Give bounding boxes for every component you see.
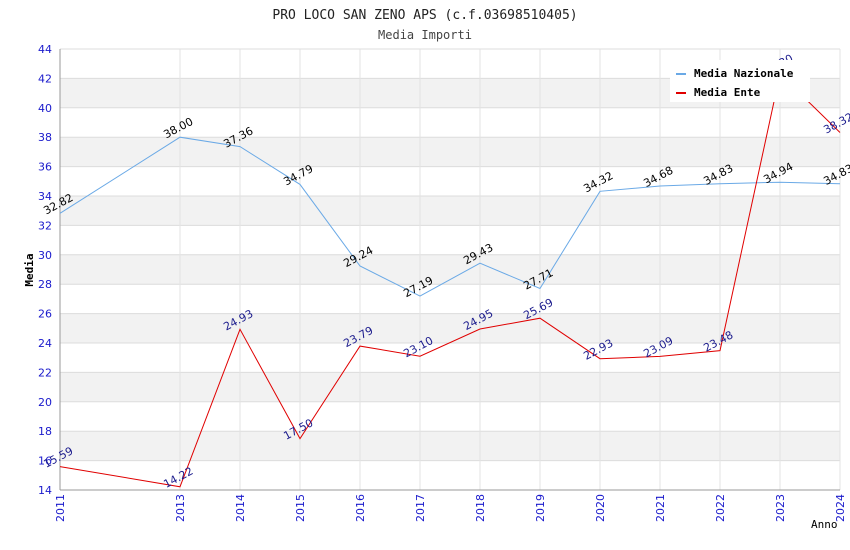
grid-band xyxy=(60,372,840,402)
x-tick-label: 2013 xyxy=(174,494,187,522)
x-axis-ticks: 2011 2013 2014 2015 2016 2017 2018 2019 2020 2021… xyxy=(54,494,847,522)
x-tick-label: 2011 xyxy=(54,494,67,522)
y-tick-label: 28 xyxy=(38,278,52,291)
x-tick-label: 2021 xyxy=(654,494,667,522)
data-label: 38.32 xyxy=(821,110,850,136)
y-tick-label: 22 xyxy=(38,366,52,379)
data-label: 34.32 xyxy=(581,169,615,195)
chart-subtitle: Media Importi xyxy=(378,28,472,42)
grid-band xyxy=(60,431,840,461)
y-axis-ticks: 14 16 18 20 22 24 26 28 30 32 34 36 38 40 42 44 xyxy=(38,43,52,497)
y-tick-label: 42 xyxy=(38,72,52,85)
x-tick-label: 2014 xyxy=(234,494,247,522)
x-tick-label: 2017 xyxy=(414,494,427,522)
axes xyxy=(59,49,840,491)
x-tick-label: 2022 xyxy=(714,494,727,522)
data-label: 15.59 xyxy=(41,444,75,470)
series-line-media-nazionale xyxy=(59,136,841,297)
x-tick-label: 2015 xyxy=(294,494,307,522)
y-tick-label: 32 xyxy=(38,219,52,232)
grid-band xyxy=(60,137,840,167)
y-tick-label: 14 xyxy=(38,484,52,497)
y-tick-label: 26 xyxy=(38,308,52,321)
x-axis-label: Anno xyxy=(811,518,838,531)
chart-title: PRO LOCO SAN ZENO APS (c.f.03698510405) xyxy=(272,8,577,23)
y-tick-label: 34 xyxy=(38,190,52,203)
y-tick-label: 36 xyxy=(38,161,52,174)
x-tick-label: 2016 xyxy=(354,494,367,522)
grid-band xyxy=(60,196,840,226)
x-tick-label: 2020 xyxy=(594,494,607,522)
y-tick-label: 44 xyxy=(38,43,52,56)
y-tick-label: 38 xyxy=(38,131,52,144)
series-lines xyxy=(59,73,841,488)
legend-label: Media Ente xyxy=(694,86,761,99)
y-axis-label: Media xyxy=(23,253,36,286)
legend-box xyxy=(670,60,810,102)
y-tick-label: 40 xyxy=(38,102,52,115)
legend-label: Media Nazionale xyxy=(694,67,794,80)
x-tick-label: 2024 xyxy=(834,494,847,522)
x-tick-label: 2023 xyxy=(774,494,787,522)
plot-background xyxy=(60,78,840,461)
x-tick-label: 2018 xyxy=(474,494,487,522)
x-tick-label: 2019 xyxy=(534,494,547,522)
y-tick-label: 16 xyxy=(38,455,52,468)
legend: Media Nazionale Media Ente xyxy=(670,60,810,102)
y-tick-label: 20 xyxy=(38,396,52,409)
y-tick-label: 30 xyxy=(38,249,52,262)
grid-band xyxy=(60,313,840,343)
y-tick-label: 24 xyxy=(38,337,52,350)
y-tick-label: 18 xyxy=(38,425,52,438)
series-line-media-ente xyxy=(59,73,841,488)
